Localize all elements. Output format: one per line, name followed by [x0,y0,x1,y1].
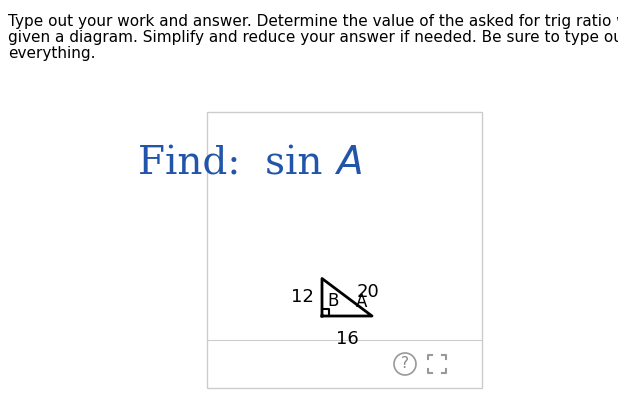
Text: 16: 16 [336,330,358,348]
Text: A: A [355,293,367,311]
Text: ?: ? [401,357,409,372]
Text: Find:  sin: Find: sin [138,145,334,183]
Text: everything.: everything. [8,46,96,61]
Text: 20: 20 [357,283,379,301]
Circle shape [394,353,416,375]
Text: Type out your work and answer. Determine the value of the asked for trig ratio w: Type out your work and answer. Determine… [8,14,618,29]
Text: given a diagram. Simplify and reduce your answer if needed. Be sure to type out: given a diagram. Simplify and reduce you… [8,30,618,45]
Bar [207,112,482,388]
Text: B: B [327,293,339,310]
Text: 12: 12 [291,288,314,306]
Text: $\mathit{A}$: $\mathit{A}$ [334,145,363,183]
